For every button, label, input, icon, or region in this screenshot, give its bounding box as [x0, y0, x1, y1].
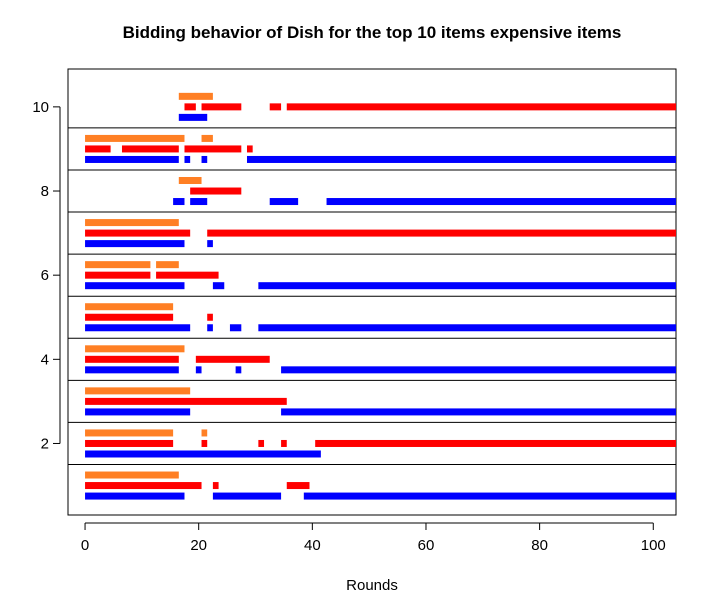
bid-segment	[85, 397, 287, 405]
bid-segments	[85, 92, 676, 500]
bid-segment	[178, 177, 202, 184]
bid-segment	[184, 155, 191, 163]
bid-segment	[195, 355, 270, 363]
bid-segment	[281, 408, 676, 416]
bid-segment	[184, 103, 196, 111]
bid-segment	[326, 198, 676, 206]
bid-segment	[85, 145, 111, 153]
bid-segment	[201, 439, 208, 447]
bid-segment	[258, 324, 676, 332]
bid-segment	[85, 271, 151, 279]
bid-segment	[229, 324, 242, 332]
bid-segment	[281, 366, 676, 374]
bid-segment	[178, 92, 213, 100]
y-axis: 2 4 6 8 10	[32, 99, 61, 452]
bid-segment	[286, 103, 676, 111]
y-tick-label: 6	[41, 267, 49, 284]
bid-segment	[269, 198, 299, 206]
bid-segment	[85, 313, 174, 321]
bid-segment	[85, 366, 179, 374]
bid-segment	[258, 439, 265, 447]
bid-segment	[286, 482, 310, 490]
bid-segment	[212, 482, 219, 490]
bid-segment	[207, 240, 213, 248]
bid-segment	[85, 492, 185, 500]
bid-segment	[85, 155, 179, 163]
y-tick-label: 10	[32, 99, 49, 116]
bid-segment	[121, 145, 179, 153]
bid-segment	[212, 492, 282, 500]
bid-segment	[246, 145, 253, 153]
bid-segment	[201, 134, 213, 142]
y-tick-label: 8	[41, 183, 49, 200]
x-axis: 0 20 40 60 80 100	[81, 522, 666, 554]
bid-segment	[85, 482, 202, 490]
x-tick-label: 40	[304, 537, 321, 554]
bid-segment	[85, 261, 151, 269]
bid-segment	[190, 187, 242, 195]
bid-segment	[85, 355, 179, 363]
bid-segment	[303, 492, 676, 500]
bid-segment	[190, 198, 208, 206]
bid-segment	[281, 439, 287, 447]
bid-segment	[201, 103, 242, 111]
plot-frame	[67, 68, 677, 516]
row-separators	[68, 127, 676, 466]
bid-segment	[85, 229, 191, 237]
bid-segment	[85, 282, 185, 290]
bid-segment	[85, 439, 174, 447]
bid-segment	[269, 103, 282, 111]
y-tick-label: 2	[41, 435, 49, 452]
bid-segment	[85, 219, 179, 227]
bid-segment	[173, 198, 185, 206]
bid-segment	[207, 229, 676, 237]
x-axis-label: Rounds	[346, 577, 398, 594]
x-tick-label: 20	[190, 537, 207, 554]
bid-segment	[258, 282, 676, 290]
bid-segment	[85, 134, 185, 142]
bid-segment	[212, 282, 225, 290]
bid-segment	[85, 429, 174, 437]
bid-segment	[85, 345, 185, 353]
bid-segment	[246, 155, 676, 163]
chart-title: Bidding behavior of Dish for the top 10 …	[123, 23, 622, 42]
bid-segment	[85, 324, 191, 332]
bid-segment	[184, 145, 242, 153]
bid-segment	[315, 439, 676, 447]
x-tick-label: 100	[641, 537, 666, 554]
x-tick-label: 60	[418, 537, 435, 554]
x-tick-label: 80	[531, 537, 548, 554]
bid-segment	[85, 450, 321, 458]
bid-segment	[201, 429, 208, 437]
bid-segment	[235, 366, 242, 374]
bid-segment	[85, 240, 185, 248]
bid-segment	[207, 324, 213, 332]
bid-segment	[207, 313, 213, 321]
bid-segment	[85, 408, 191, 416]
bid-segment	[201, 155, 208, 163]
bid-segment	[85, 471, 179, 479]
bid-segment	[156, 261, 179, 269]
bid-segment	[178, 113, 208, 121]
bid-segment	[156, 271, 219, 279]
bid-segment	[85, 387, 191, 395]
x-tick-label: 0	[81, 537, 89, 554]
bid-segment	[85, 303, 174, 311]
y-tick-label: 4	[41, 351, 49, 368]
bid-segment	[195, 366, 202, 374]
